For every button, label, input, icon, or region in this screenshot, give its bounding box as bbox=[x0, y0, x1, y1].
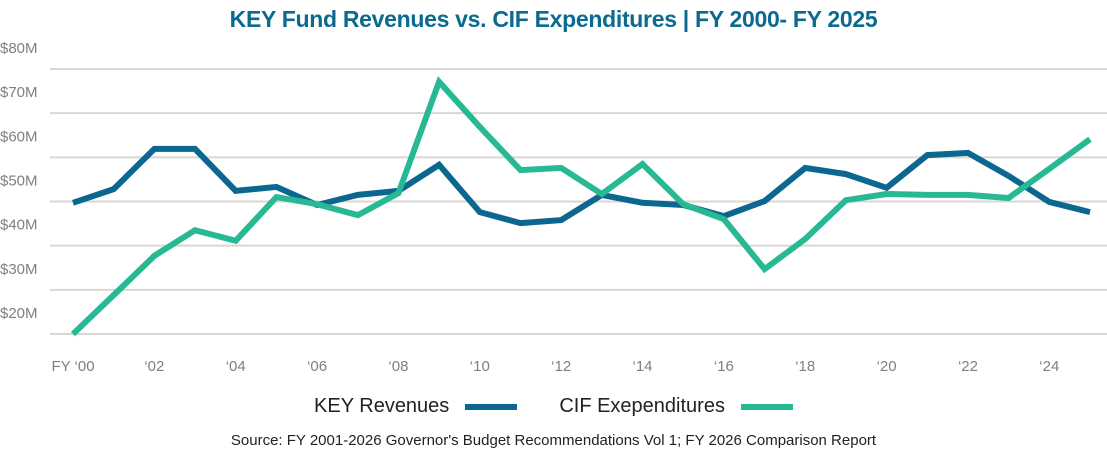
legend-swatch-cif-expenditures bbox=[740, 403, 793, 410]
x-tick-label: ‘18 bbox=[795, 358, 815, 375]
y-tick-label: $70M bbox=[0, 84, 38, 101]
y-tick-label: $40M bbox=[0, 217, 38, 234]
legend-item-key-revenues: KEY Revenues bbox=[314, 395, 518, 418]
x-tick-label: ‘22 bbox=[958, 358, 978, 375]
y-tick-label: $50M bbox=[0, 173, 38, 190]
legend-label-key-revenues: KEY Revenues bbox=[314, 395, 450, 417]
x-axis-labels: FY ‘00 ‘02 ‘04 ‘06 ‘08 ‘10 ‘12 ‘14 ‘16 ‘18 ‘20 ‘22 ‘… bbox=[51, 358, 1059, 375]
y-tick-label: $30M bbox=[0, 261, 38, 278]
legend-label-cif-expenditures: CIF Exependitures bbox=[559, 395, 725, 417]
x-tick-label: ‘14 bbox=[633, 358, 653, 375]
y-tick-label: $80M bbox=[0, 40, 38, 57]
x-tick-label: ‘24 bbox=[1039, 358, 1059, 375]
x-tick-label: ‘20 bbox=[877, 358, 897, 375]
legend-item-cif-expenditures: CIF Exependitures bbox=[559, 395, 793, 418]
series-line-cif-expenditures bbox=[70, 76, 1092, 337]
y-tick-label: $60M bbox=[0, 128, 38, 145]
x-tick-label: ‘12 bbox=[551, 358, 571, 375]
series-line-key-revenues bbox=[72, 145, 1091, 227]
x-tick-label: FY ‘00 bbox=[51, 358, 94, 375]
x-tick-label: ‘02 bbox=[144, 358, 164, 375]
legend-swatch-key-revenues bbox=[465, 403, 518, 410]
y-tick-label: $20M bbox=[0, 305, 38, 322]
x-tick-label: ‘10 bbox=[470, 358, 490, 375]
x-tick-label: ‘06 bbox=[307, 358, 327, 375]
x-tick-label: ‘04 bbox=[226, 358, 246, 375]
series-lines bbox=[70, 76, 1092, 337]
source-note: Source: FY 2001-2026 Governor's Budget R… bbox=[230, 432, 877, 449]
gridlines bbox=[50, 68, 1107, 335]
x-tick-label: ‘08 bbox=[388, 358, 408, 375]
legend: KEY Revenues CIF Exependitures bbox=[0, 395, 1107, 418]
chart-title: KEY Fund Revenues vs. CIF Expenditures |… bbox=[229, 6, 878, 32]
y-axis-labels: $80M $70M $60M $50M $40M $30M $20M bbox=[0, 40, 38, 322]
x-tick-label: ‘16 bbox=[714, 358, 734, 375]
